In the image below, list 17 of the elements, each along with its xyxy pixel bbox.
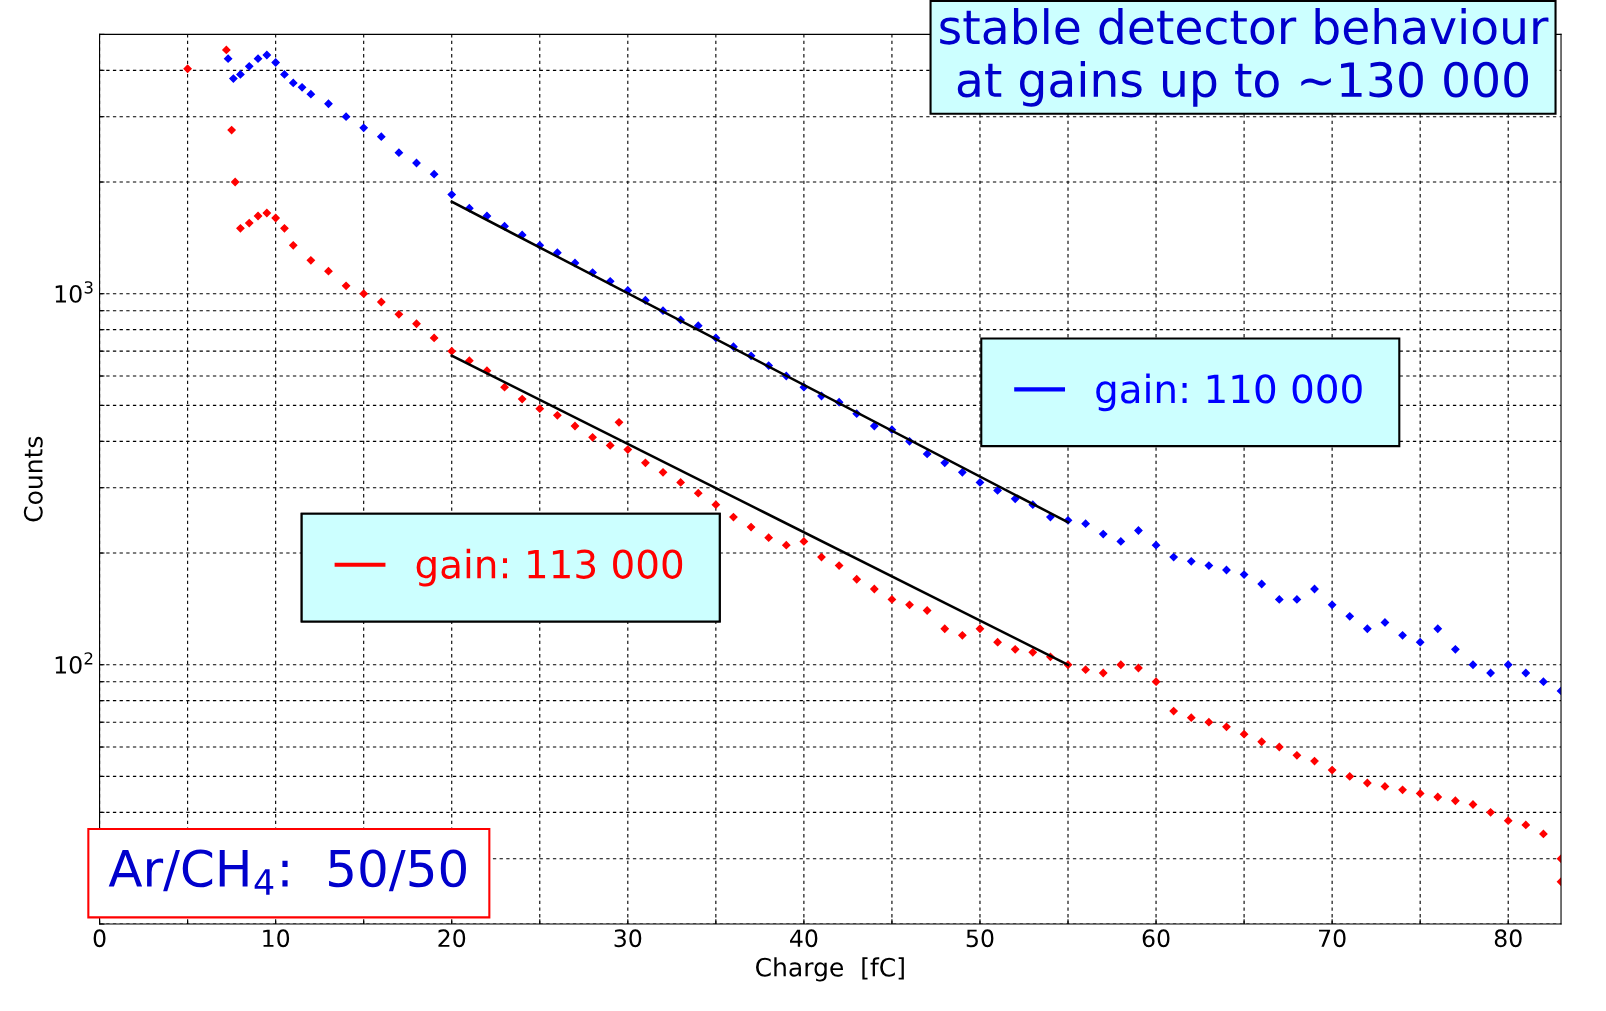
x-tick-label: 70 bbox=[1319, 929, 1346, 948]
chart-title: stable detector behaviour at gains up to ~130 000 bbox=[940, 8, 1549, 107]
y-tick-label: 10$^{2}$ bbox=[55, 652, 93, 674]
legend-label: gain: 113 000 bbox=[416, 548, 683, 587]
y-axis-title: Counts bbox=[23, 436, 43, 522]
x-tick-label: 0 bbox=[93, 929, 106, 948]
annotation: Ar/CH$_{4}$: 50/50 bbox=[108, 849, 466, 895]
legend-label: gain: 110 000 bbox=[1096, 373, 1362, 412]
x-tick-label: 10 bbox=[263, 929, 290, 948]
x-tick-label: 80 bbox=[1494, 929, 1522, 948]
x-tick-label: 40 bbox=[790, 929, 818, 948]
x-tick-label: 60 bbox=[1142, 929, 1170, 948]
x-axis-title: Charge [fC] bbox=[756, 957, 904, 982]
y-tick-label: 10$^{3}$ bbox=[55, 281, 93, 303]
x-tick-label: 50 bbox=[966, 929, 994, 948]
x-tick-label: 20 bbox=[438, 929, 466, 948]
x-tick-label: 30 bbox=[614, 929, 642, 948]
